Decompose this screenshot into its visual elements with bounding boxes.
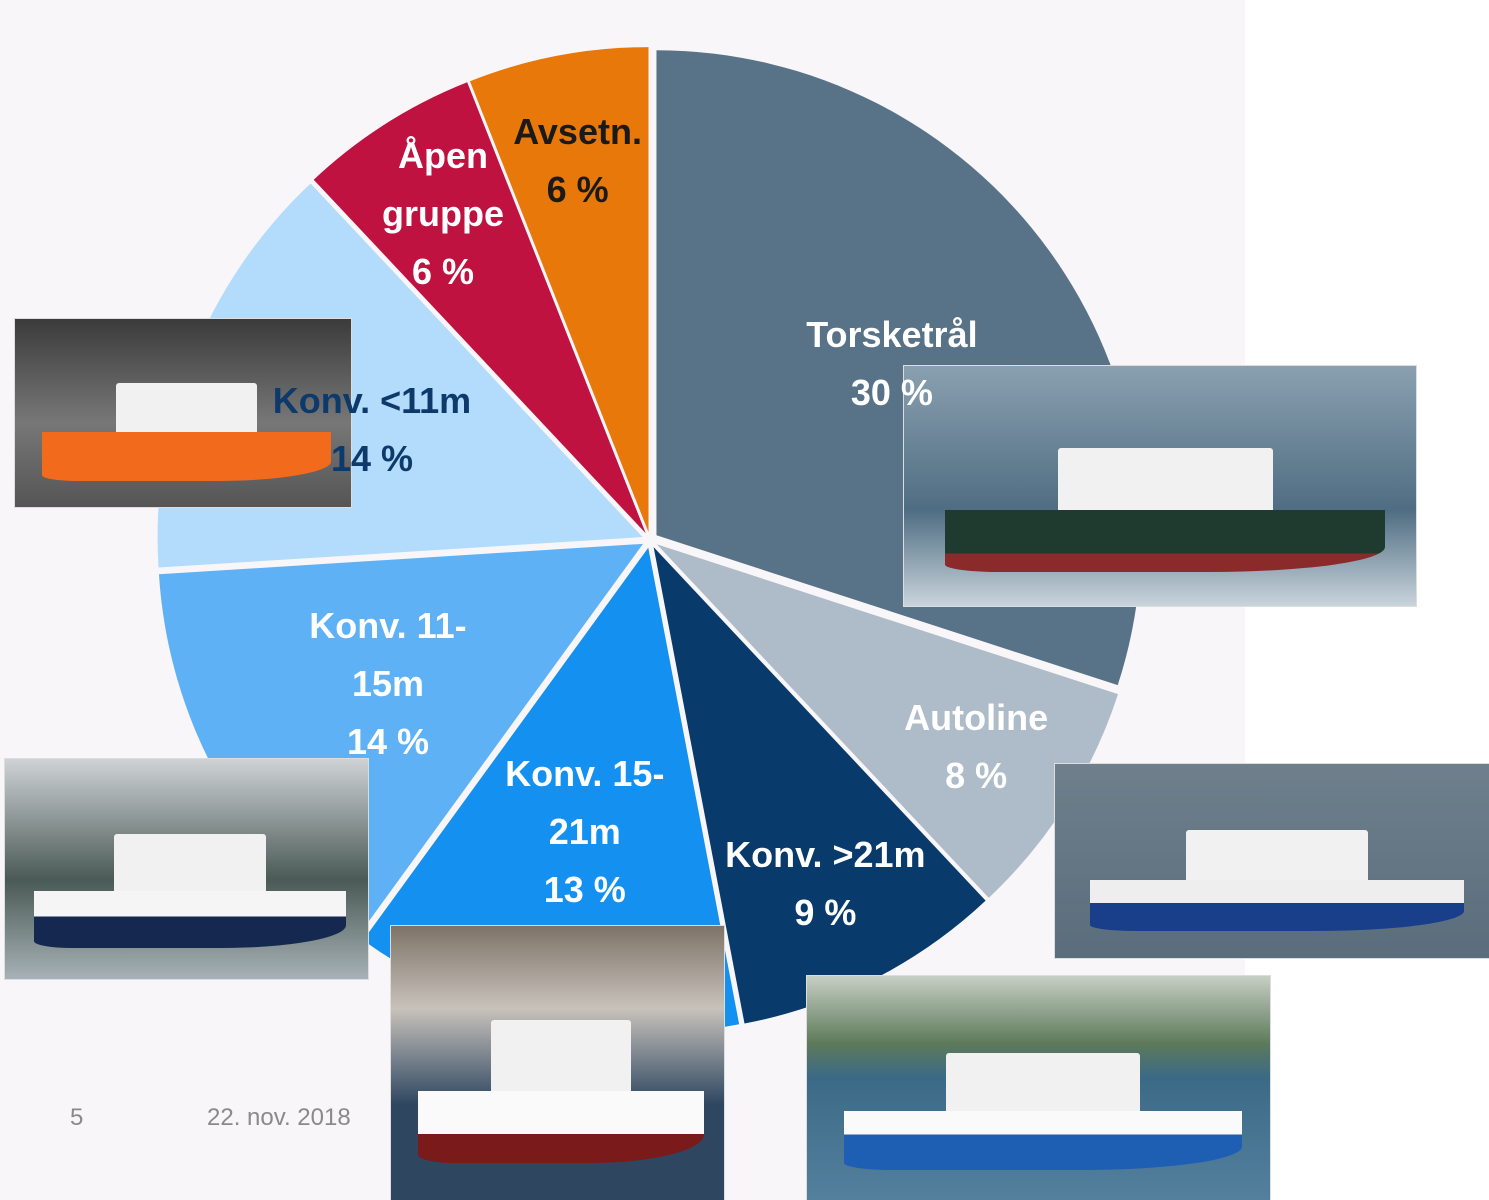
category-label: Autoline [871, 689, 1081, 747]
value-label: 13 % [480, 861, 690, 919]
value-label: 8 % [871, 747, 1081, 805]
photo-part [1186, 830, 1369, 884]
date: 22. nov. 2018 [207, 1104, 351, 1132]
photo-part [418, 1091, 704, 1163]
category-label: Konv. >21m [720, 826, 930, 884]
category-label: Torsketrål [787, 306, 997, 364]
value-label: 14 % [267, 430, 477, 488]
photo-part [116, 383, 257, 436]
category-label: Konv. <11m [267, 372, 477, 430]
category-label: Avsetn. [473, 103, 683, 161]
photo-part [491, 1020, 631, 1097]
photo-part [34, 891, 346, 948]
value-label: 14 % [283, 713, 493, 771]
page-number: 5 [70, 1104, 83, 1132]
slide: 5 22. nov. 2018 Torsketrål30 % Autoline8 … [0, 0, 1489, 1200]
value-label: 6 % [338, 243, 548, 301]
value-label: 30 % [787, 364, 997, 422]
photo-boat-11-15 [4, 758, 369, 980]
photo-boat-15-21 [390, 925, 725, 1200]
value-label: 6 % [473, 161, 683, 219]
photo-part [945, 510, 1385, 572]
photo-part [946, 1053, 1140, 1116]
photo-part [114, 834, 266, 896]
photo-part [1090, 880, 1464, 930]
photo-part [1058, 448, 1273, 515]
category-label: Konv. 15-21m [480, 745, 690, 861]
photo-boat-21 [806, 975, 1271, 1200]
slice-label: Avsetn.6 % [473, 103, 683, 219]
photo-autoliner [1054, 763, 1489, 959]
category-label: Konv. 11-15m [283, 597, 493, 713]
value-label: 9 % [720, 884, 930, 942]
photo-part [844, 1111, 1242, 1170]
